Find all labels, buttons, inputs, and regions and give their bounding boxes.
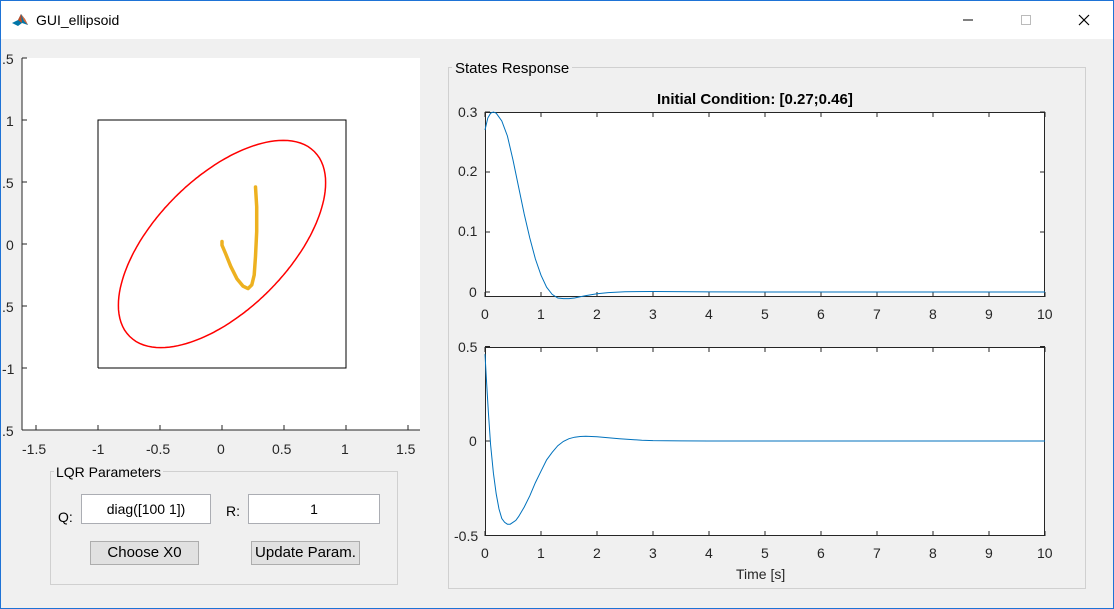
state1-x-tick-label: 4 (705, 306, 713, 322)
maximize-icon (1021, 15, 1031, 25)
boundary-box (97, 119, 347, 369)
lqr-panel-title: LQR Parameters (54, 464, 164, 480)
close-button[interactable] (1055, 1, 1113, 39)
x-tick-label: -1 (92, 441, 105, 457)
state1-y-tick-label: 0.1 (458, 223, 478, 239)
state2-x-tick-label: 4 (705, 545, 713, 561)
state1-x-tick-label: 8 (929, 306, 937, 322)
x-tick-label: 1.5 (396, 441, 416, 457)
state2-line (484, 354, 1045, 525)
minimize-icon (963, 19, 973, 21)
state1-x-tick-label: 9 (985, 306, 993, 322)
q-field[interactable]: diag([100 1]) (81, 494, 211, 524)
state1-axes[interactable] (485, 112, 1045, 297)
x-tick-label: 0 (217, 441, 225, 457)
state2-x-tick-label: 5 (761, 545, 769, 561)
y-tick-label: .5 (2, 175, 14, 191)
state2-x-tick-label: 1 (537, 545, 545, 561)
states-response-panel (448, 67, 1086, 589)
state1-x-tick-label: 0 (481, 306, 489, 322)
state1-x-tick-label: 7 (873, 306, 881, 322)
state2-y-tick-label: -0.5 (454, 528, 479, 544)
state1-y-tick-label: 0 (469, 284, 477, 300)
x-tick-label: -0.5 (146, 441, 171, 457)
state1-tick-marks (484, 111, 1046, 297)
y-tick-label: .5 (2, 423, 14, 439)
state2-x-tick-label: 7 (873, 545, 881, 561)
state2-tick-marks (484, 346, 1046, 536)
y-tick-label: 1 (6, 113, 14, 129)
phase-plane-tick-marks (21, 57, 420, 431)
state1-y-tick-label: 0.3 (458, 104, 478, 120)
state1-x-tick-label: 1 (537, 306, 545, 322)
state2-x-tick-label: 6 (817, 545, 825, 561)
x-tick-label: -1.5 (22, 441, 47, 457)
state2-x-tick-label: 9 (985, 545, 993, 561)
y-tick-label: .5 (2, 51, 14, 67)
minimize-button[interactable] (939, 1, 997, 39)
y-tick-label: 0 (6, 237, 14, 253)
states-panel-title: States Response (452, 60, 573, 77)
x-tick-label: 1 (341, 441, 349, 457)
title-bar: GUI_ellipsoid (1, 1, 1113, 39)
y-tick-label: -1 (2, 361, 15, 377)
state1-x-tick-label: 10 (1037, 306, 1053, 322)
x-axis-label: Time [s] (736, 566, 786, 582)
r-field[interactable]: 1 (248, 494, 380, 524)
state1-x-tick-label: 3 (649, 306, 657, 322)
r-label: R: (226, 503, 240, 519)
choose-x0-button[interactable]: Choose X0 (90, 541, 199, 565)
state2-x-tick-label: 8 (929, 545, 937, 561)
state1-x-tick-label: 2 (593, 306, 601, 322)
state1-x-tick-label: 6 (817, 306, 825, 322)
lqr-parameters-panel (50, 471, 398, 585)
state2-y-tick-label: 0 (469, 433, 477, 449)
state1-title: Initial Condition: [0.27;0.46] (657, 91, 853, 108)
state2-x-tick-label: 3 (649, 545, 657, 561)
update-param-button[interactable]: Update Param. (251, 541, 360, 565)
state1-x-tick-label: 5 (761, 306, 769, 322)
q-label: Q: (58, 509, 73, 525)
state1-y-tick-label: 0.2 (458, 163, 478, 179)
x-tick-label: 0.5 (272, 441, 292, 457)
matlab-icon (11, 11, 29, 29)
state2-x-tick-label: 2 (593, 545, 601, 561)
state2-x-tick-label: 0 (481, 545, 489, 561)
state2-x-tick-label: 10 (1037, 545, 1053, 561)
close-icon (1078, 14, 1090, 26)
maximize-button[interactable] (997, 1, 1055, 39)
state1-line (484, 111, 1045, 300)
state2-y-tick-label: 0.5 (458, 339, 478, 355)
state-trajectory (220, 185, 259, 291)
window-title: GUI_ellipsoid (36, 12, 120, 28)
invariant-ellipse (117, 139, 327, 349)
y-tick-label: .5 (2, 299, 14, 315)
